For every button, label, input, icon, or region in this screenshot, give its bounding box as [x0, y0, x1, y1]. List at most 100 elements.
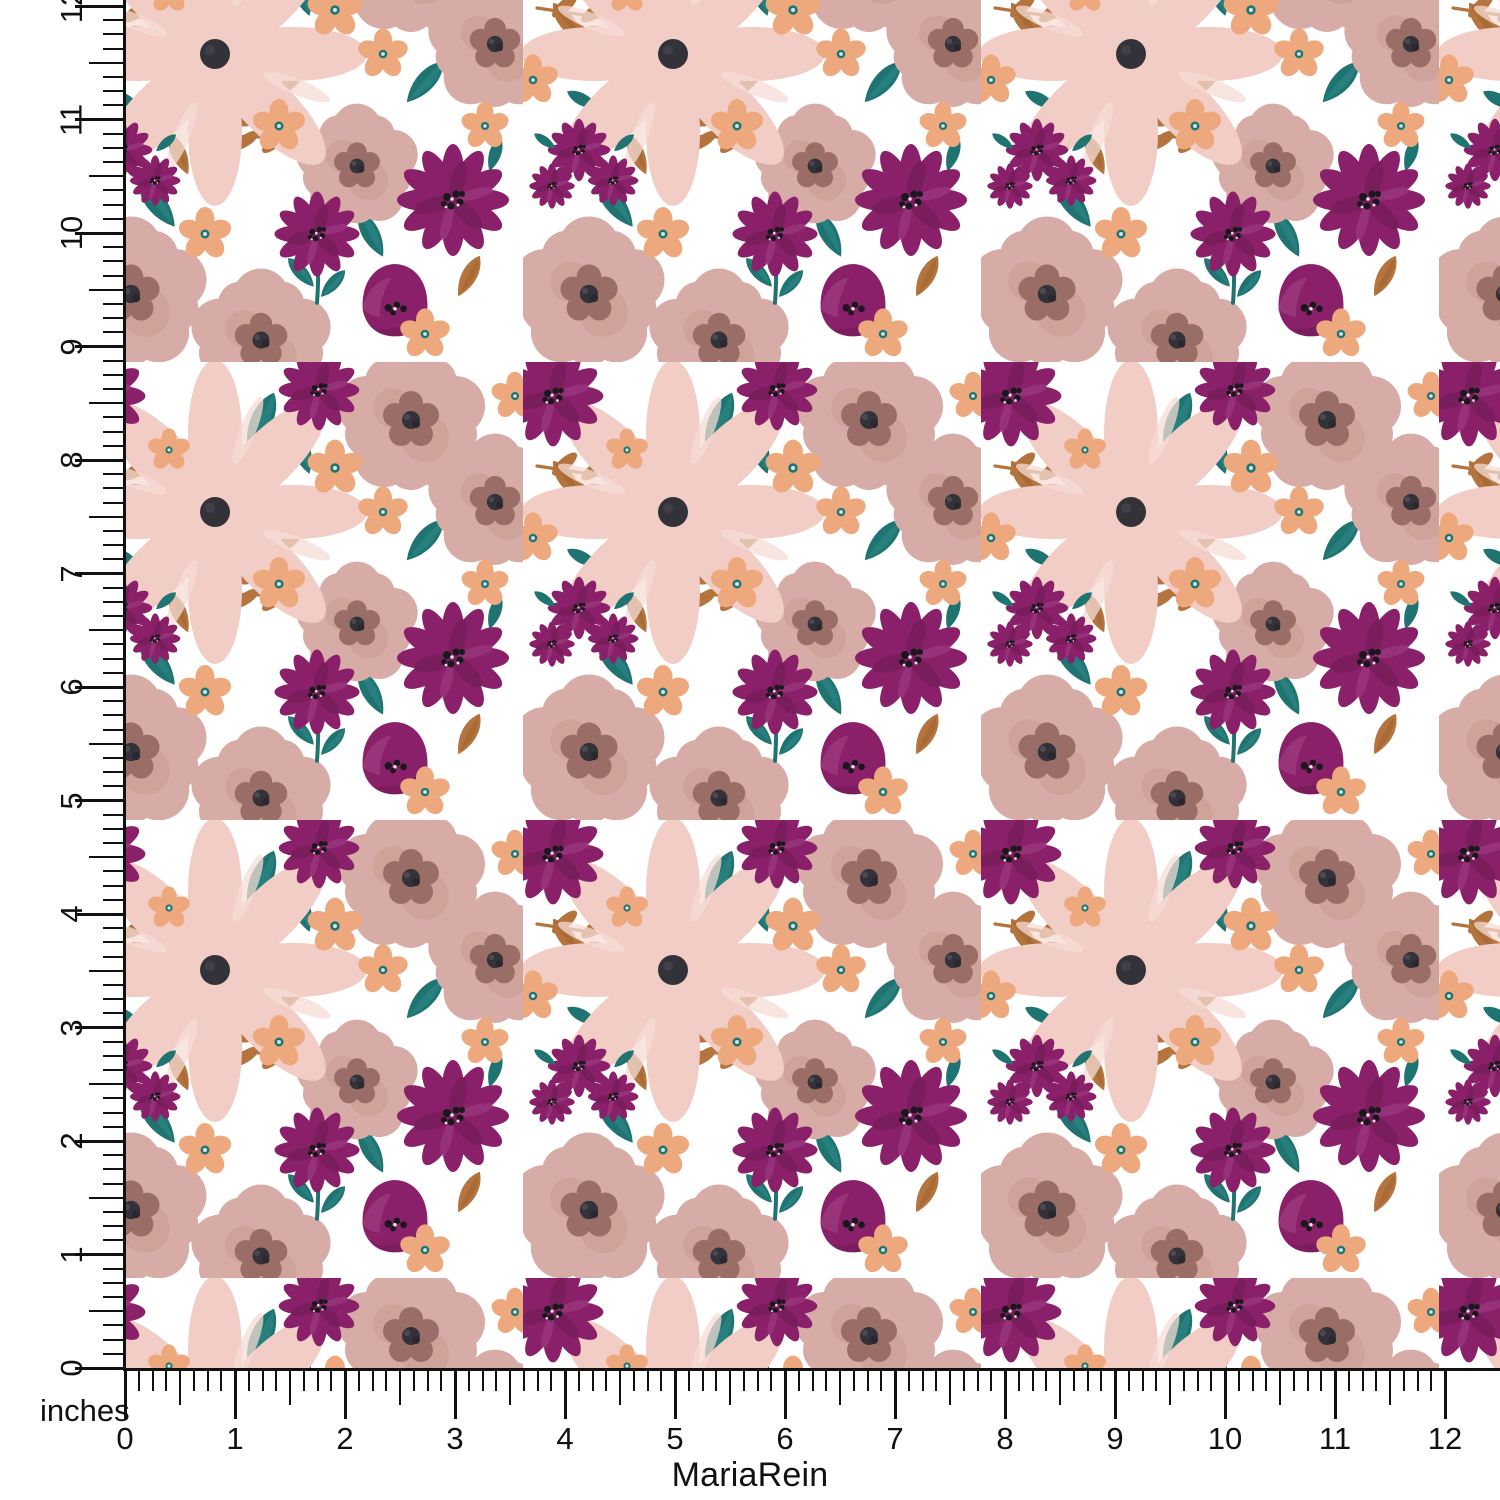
v-tick — [75, 799, 123, 802]
h-tick — [1251, 1371, 1254, 1391]
v-tick — [103, 260, 123, 263]
v-tick — [103, 657, 123, 660]
v-tick — [103, 146, 123, 149]
v-tick — [103, 884, 123, 887]
v-tick — [103, 771, 123, 774]
horizontal-ruler[interactable]: 0 1 2 3 4 5 6 7 8 9 10 11 12 — [0, 1371, 1500, 1454]
v-tick — [103, 756, 123, 759]
v-ruler-label: 11 — [53, 103, 89, 136]
h-tick — [990, 1371, 993, 1391]
h-tick — [701, 1371, 704, 1391]
h-ruler-label: 10 — [1207, 1421, 1243, 1456]
h-tick — [1113, 1371, 1117, 1419]
v-tick — [75, 4, 123, 8]
v-tick — [103, 827, 123, 830]
h-tick — [949, 1371, 951, 1405]
v-ruler-label: 6 — [53, 678, 89, 696]
v-ruler-label: 1 — [53, 1245, 89, 1264]
v-tick — [103, 473, 123, 476]
h-tick — [893, 1371, 897, 1419]
h-tick — [453, 1371, 457, 1419]
v-tick — [75, 1139, 123, 1143]
v-tick — [103, 189, 123, 192]
v-ruler-label: 12 — [53, 0, 89, 24]
v-tick — [103, 1352, 123, 1355]
h-tick — [1361, 1371, 1364, 1391]
v-tick — [103, 1281, 123, 1284]
h-tick — [275, 1371, 278, 1391]
h-tick — [921, 1371, 924, 1391]
h-tick — [729, 1371, 731, 1405]
v-tick — [103, 331, 123, 334]
v-tick — [103, 1338, 123, 1341]
v-tick — [89, 402, 123, 405]
h-tick — [1210, 1371, 1213, 1391]
h-tick — [1086, 1371, 1089, 1391]
h-tick — [192, 1371, 195, 1391]
h-tick — [316, 1371, 319, 1391]
v-tick — [103, 544, 123, 547]
horizontal-axis-line — [123, 1368, 1500, 1371]
h-tick — [577, 1371, 580, 1391]
h-tick — [1059, 1371, 1061, 1405]
h-tick — [1279, 1371, 1281, 1405]
v-tick — [103, 998, 123, 1001]
v-tick — [89, 969, 123, 972]
v-tick — [103, 19, 123, 22]
v-ruler-label: 7 — [53, 564, 89, 583]
h-tick — [495, 1371, 498, 1391]
v-tick — [103, 1296, 123, 1299]
h-tick — [220, 1371, 223, 1391]
h-ruler-label: 12 — [1427, 1421, 1463, 1456]
h-tick — [1223, 1371, 1227, 1419]
h-tick — [1072, 1371, 1075, 1391]
h-tick — [1320, 1371, 1323, 1391]
h-ruler-label: 4 — [556, 1421, 574, 1456]
v-tick — [103, 203, 123, 206]
v-tick — [89, 1310, 123, 1313]
v-tick — [89, 1083, 123, 1086]
v-tick — [103, 1054, 123, 1057]
h-ruler-label: 2 — [336, 1421, 354, 1456]
h-tick — [247, 1371, 250, 1391]
h-ruler-label: 3 — [446, 1421, 464, 1456]
v-ruler-label: 8 — [53, 451, 89, 469]
h-tick — [756, 1371, 759, 1391]
h-tick — [605, 1371, 608, 1391]
h-tick — [591, 1371, 594, 1391]
v-tick — [75, 1026, 123, 1029]
v-tick — [103, 302, 123, 305]
h-tick — [123, 1371, 127, 1419]
v-tick — [103, 487, 123, 490]
v-tick — [103, 104, 123, 107]
units-label: inches — [40, 1393, 130, 1428]
h-tick — [1402, 1371, 1405, 1391]
v-tick — [89, 515, 123, 518]
v-tick — [103, 1154, 123, 1157]
v-tick — [103, 941, 123, 944]
h-tick — [371, 1371, 374, 1391]
v-tick — [103, 983, 123, 986]
h-tick — [1389, 1371, 1391, 1405]
h-tick — [880, 1371, 883, 1391]
h-tick — [660, 1371, 663, 1391]
h-ruler-label: 9 — [1106, 1421, 1124, 1456]
v-tick — [103, 90, 123, 93]
h-tick — [770, 1371, 773, 1391]
vertical-ruler[interactable]: 0 1 2 3 4 5 6 7 8 9 10 11 12 — [0, 0, 123, 1377]
v-tick — [103, 274, 123, 277]
v-ruler-label: 10 — [53, 215, 89, 251]
h-tick — [399, 1371, 401, 1405]
h-tick — [481, 1371, 484, 1391]
v-tick — [103, 444, 123, 447]
h-tick — [467, 1371, 470, 1391]
v-tick — [75, 118, 123, 121]
h-tick — [1003, 1371, 1007, 1419]
watermark-text: MariaRein — [671, 1456, 829, 1494]
v-tick — [103, 785, 123, 788]
h-tick — [742, 1371, 745, 1391]
v-tick — [89, 742, 123, 745]
h-tick — [1100, 1371, 1103, 1391]
v-tick — [75, 912, 123, 916]
h-tick — [1292, 1371, 1295, 1391]
